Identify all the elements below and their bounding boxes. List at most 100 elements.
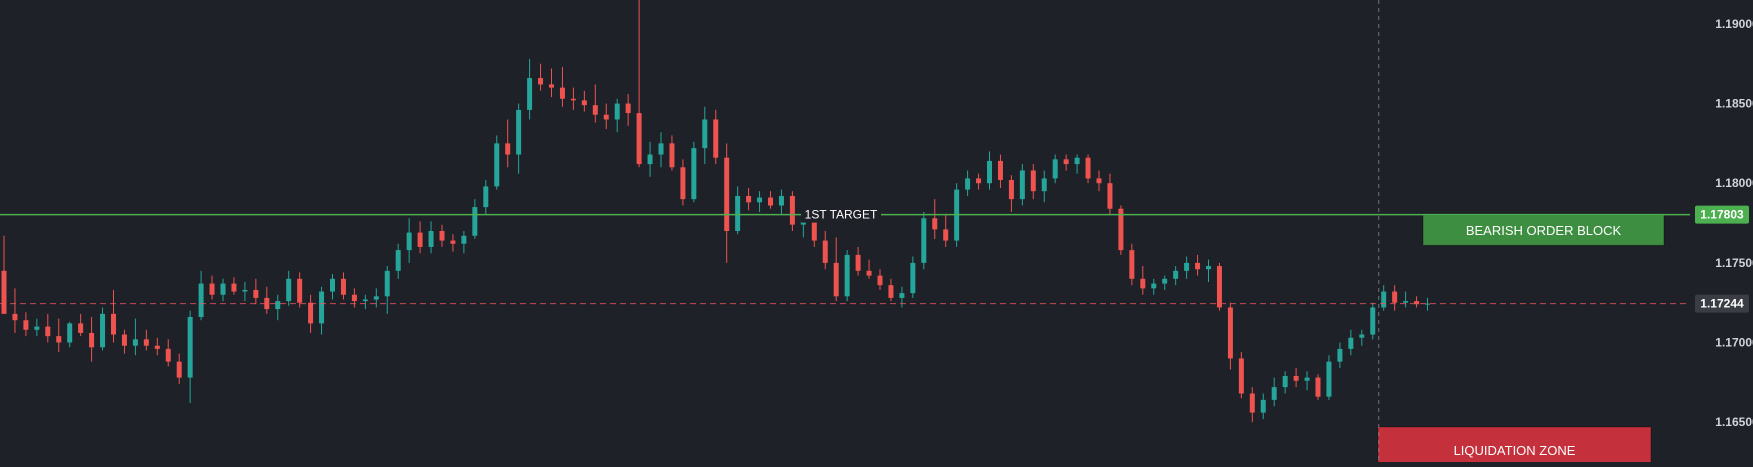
target-price-tag: 1.17803 [1700, 208, 1744, 222]
candle-down [603, 114, 609, 120]
candle-down [1063, 159, 1069, 165]
candle-up [1370, 307, 1376, 335]
y-tick-label: 1.19000 [1715, 17, 1753, 31]
candle-down [1249, 393, 1255, 413]
candle-up [132, 339, 138, 346]
candle-down [1, 270, 7, 314]
candle-up [658, 143, 664, 155]
candle-down [724, 157, 730, 231]
candle-down [439, 231, 445, 241]
candle-down [56, 336, 62, 343]
candle-up [1326, 361, 1332, 397]
candle-up [1348, 337, 1354, 349]
candle-up [1041, 178, 1047, 192]
candle-down [1030, 170, 1036, 192]
lines-layer [0, 0, 1690, 462]
candle-down [1085, 157, 1091, 179]
candle-down [822, 240, 828, 263]
candle-down [570, 98, 576, 101]
candle-down [340, 278, 346, 295]
candle-up [242, 289, 248, 292]
candle-up [778, 195, 784, 206]
candle-up [1074, 157, 1080, 165]
candle-down [231, 283, 237, 292]
candle-down [45, 326, 51, 337]
candle-down [1118, 208, 1124, 251]
candle-up [34, 326, 40, 330]
candle-up [1206, 266, 1211, 270]
candle-up [1403, 301, 1409, 303]
candle-down [1195, 262, 1201, 270]
target-text-bg [801, 206, 881, 223]
candle-up [472, 207, 478, 236]
candle-down [888, 285, 894, 298]
candle-up [691, 148, 697, 200]
candle-up [1184, 262, 1190, 271]
labels-layer: 1ST TARGET [805, 208, 878, 222]
candle-up [100, 313, 106, 348]
candle-down [789, 195, 795, 225]
candle-down [1008, 180, 1014, 200]
target-price-tag-bg [1695, 205, 1749, 224]
candle-down [680, 167, 686, 200]
candle-up [1151, 283, 1157, 289]
price-axis[interactable]: 1.19000 1.18500 1.18000 1.17500 1.17000 1.165… [1695, 17, 1753, 429]
y-tick-label: 1.18000 [1715, 176, 1753, 190]
candle-down [592, 105, 598, 115]
candle-down [538, 78, 544, 85]
y-tick-label: 1.17500 [1715, 256, 1753, 270]
candle-down [669, 143, 675, 168]
candle-down [417, 232, 423, 247]
candle-down [833, 262, 839, 297]
y-tick-label: 1.17000 [1715, 336, 1753, 350]
candle-down [351, 294, 357, 302]
candle-down [308, 302, 314, 324]
candle-down [1096, 178, 1102, 184]
candle-up [1337, 348, 1343, 362]
candle-up [286, 278, 292, 302]
liquidation-zone-zone [1377, 426, 1652, 467]
candle-up [516, 109, 522, 155]
candle-up [1271, 387, 1277, 400]
candle-down [549, 84, 554, 88]
candle-up [844, 254, 850, 297]
candle-up [702, 119, 708, 149]
candle-up [965, 178, 971, 190]
candle-up [220, 283, 226, 295]
candle-down [768, 197, 773, 206]
candle-up [330, 278, 335, 292]
candle-down [976, 178, 982, 184]
candle-up [494, 143, 500, 187]
candle-up [1282, 375, 1288, 388]
candle-down [23, 320, 29, 330]
candle-up [1381, 291, 1387, 308]
candle-up [428, 231, 434, 247]
candle-down [176, 361, 182, 378]
candle-down [505, 143, 511, 155]
candle-up [187, 317, 193, 378]
candle-down [636, 113, 642, 165]
candle-down [264, 297, 270, 310]
candle-down [78, 323, 84, 333]
candle-up [1260, 399, 1266, 413]
candle-up [757, 197, 763, 203]
candle-down [450, 240, 456, 244]
candle-down [1129, 250, 1135, 279]
candle-down [165, 348, 171, 362]
candle-up [362, 299, 368, 302]
candle-up [406, 232, 412, 251]
candle-up [1173, 270, 1179, 279]
candle-down [1238, 358, 1244, 394]
current-price-tag-bg [1695, 294, 1749, 313]
candle-up [527, 78, 533, 110]
candles-layer [1, 0, 1430, 423]
candle-up [1359, 334, 1365, 338]
candle-up [483, 186, 489, 208]
candle-up [384, 270, 390, 297]
y-tick-label: 1.18500 [1715, 97, 1753, 111]
candle-down [559, 87, 565, 99]
candle-up [735, 195, 741, 231]
candle-up [910, 262, 916, 294]
